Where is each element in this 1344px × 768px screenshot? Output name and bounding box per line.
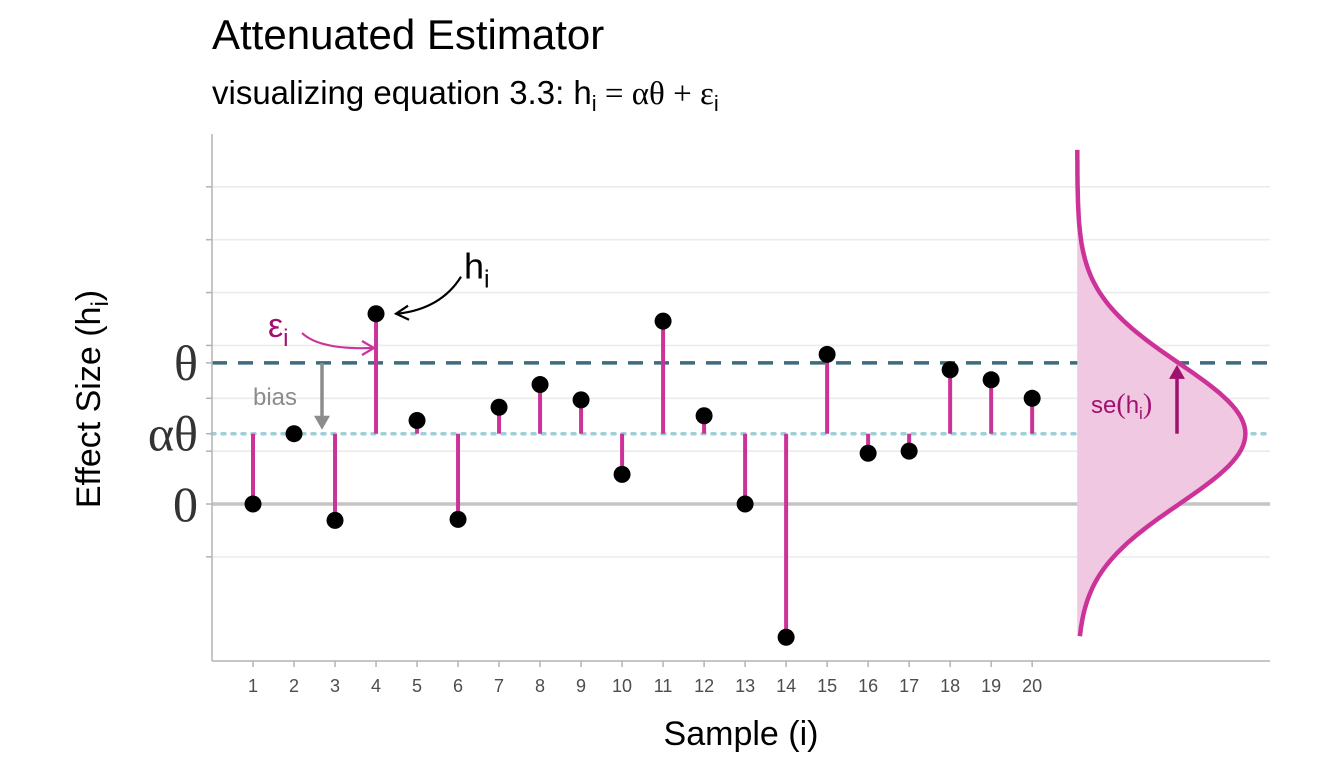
x-tick-label-6: 6: [453, 676, 463, 696]
point-5: [408, 411, 426, 429]
point-9: [572, 391, 590, 409]
x-tick-label-19: 19: [981, 676, 1001, 696]
se-annotation: se(hi): [1091, 389, 1152, 423]
x-tick-label-10: 10: [612, 676, 632, 696]
point-3: [326, 511, 344, 529]
point-14: [777, 628, 795, 646]
point-20: [1023, 389, 1041, 407]
y-axis-labels: θ αθ 0: [148, 335, 198, 532]
point-17: [900, 442, 918, 460]
epsilon-arrow: [301, 332, 374, 350]
x-tick-label-8: 8: [535, 676, 545, 696]
y-label: θ: [174, 335, 198, 391]
y-axis-title: Effect Size (hi): [70, 290, 114, 508]
y-label: αθ: [148, 406, 198, 462]
h-i-arrow: [397, 276, 462, 315]
se-arrowhead: [1169, 364, 1185, 379]
x-tick-label-12: 12: [694, 676, 714, 696]
point-10: [613, 465, 631, 483]
point-16: [859, 444, 877, 462]
density-area: [1077, 149, 1246, 637]
point-8: [531, 376, 549, 394]
point-13: [736, 495, 754, 513]
x-tick-label-1: 1: [248, 676, 258, 696]
point-6: [449, 510, 467, 528]
point-12: [695, 407, 713, 425]
point-7: [490, 398, 508, 416]
x-tick-label-15: 15: [817, 676, 837, 696]
x-tick-label-4: 4: [371, 676, 381, 696]
data-points: [244, 305, 1041, 646]
x-tick-label-17: 17: [899, 676, 919, 696]
x-tick-label-9: 9: [576, 676, 586, 696]
density-curve: [1075, 149, 1248, 637]
chart-title: Attenuated Estimator: [212, 11, 604, 58]
x-tick-label-18: 18: [940, 676, 960, 696]
x-axis-title: Sample (i): [664, 715, 819, 753]
point-2: [285, 425, 303, 443]
x-tick-label-14: 14: [776, 676, 796, 696]
normal-density: [1075, 149, 1248, 637]
bias-annotation: bias: [253, 384, 297, 411]
point-19: [982, 371, 1000, 389]
chart-subtitle: visualizing equation 3.3: hi = αθ + εi: [212, 74, 719, 116]
h-i-arrowhead: [393, 304, 410, 321]
bias-arrowhead: [314, 415, 330, 430]
x-tick-label-3: 3: [330, 676, 340, 696]
x-tick-label-7: 7: [494, 676, 504, 696]
axes: [206, 134, 1270, 662]
x-tick-label-5: 5: [412, 676, 422, 696]
x-tick-label-2: 2: [289, 676, 299, 696]
point-4: [367, 305, 385, 323]
x-tick-label-20: 20: [1022, 676, 1042, 696]
x-tick-label-13: 13: [735, 676, 755, 696]
x-tick-labels: 1 2 3 4 5 6 7 8 9 10 11 12 13 14 15 16 17 18 19 20: [248, 661, 1042, 696]
point-18: [941, 361, 959, 379]
point-15: [818, 345, 836, 363]
gridlines: [212, 186, 1270, 558]
point-1: [244, 495, 262, 513]
epsilon-annotation: εi: [268, 307, 289, 352]
point-11: [654, 312, 672, 330]
x-tick-label-11: 11: [654, 676, 673, 696]
y-label: 0: [173, 476, 198, 532]
x-tick-label-16: 16: [858, 676, 878, 696]
annotations: hi εi bias se(hi): [253, 246, 1185, 434]
h-i-annotation: hi: [464, 246, 490, 294]
epsilon-arrowhead: [361, 340, 377, 356]
